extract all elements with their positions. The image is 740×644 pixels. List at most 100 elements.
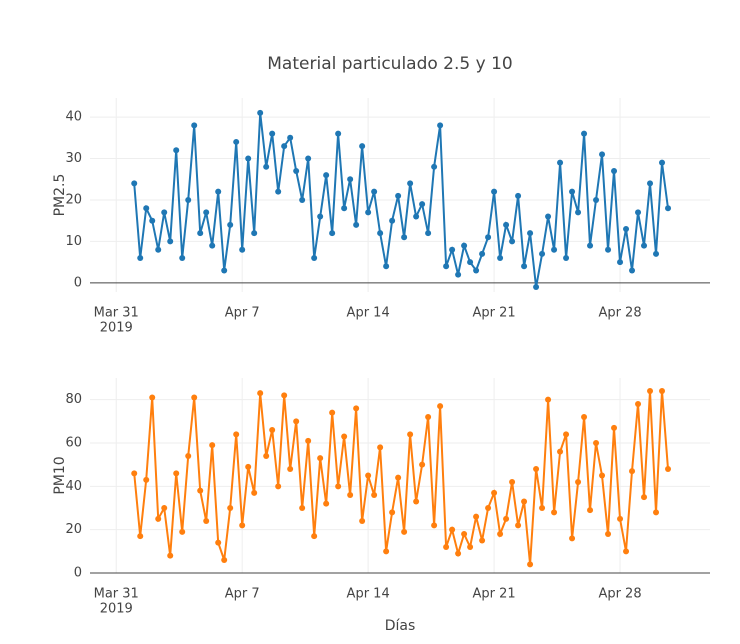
point: [323, 172, 330, 179]
point: [245, 463, 252, 470]
point: [665, 205, 672, 212]
point: [647, 180, 654, 187]
point: [323, 500, 330, 507]
point: [659, 159, 666, 166]
point: [581, 130, 588, 137]
point: [209, 442, 216, 449]
point: [587, 507, 594, 514]
y-tick-label: 20: [65, 192, 82, 207]
point: [215, 539, 222, 546]
point: [293, 418, 300, 425]
point: [281, 143, 288, 150]
point: [605, 531, 612, 537]
point: [215, 188, 222, 195]
point: [281, 392, 288, 399]
point: [167, 552, 174, 559]
point: [617, 515, 624, 522]
point: [143, 205, 150, 212]
point: [371, 188, 378, 195]
point: [437, 403, 444, 410]
point: [305, 437, 312, 444]
point: [611, 424, 618, 431]
point: [251, 489, 258, 496]
point: [545, 213, 552, 220]
point: [395, 474, 402, 481]
point: [443, 544, 450, 550]
point: [473, 267, 480, 274]
point: [509, 238, 516, 245]
point: [317, 213, 324, 220]
chart-title: Material particulado 2.5 y 10: [267, 54, 512, 74]
point: [497, 531, 504, 537]
point: [269, 130, 276, 137]
point: [185, 453, 192, 459]
point: [389, 217, 396, 224]
point: [509, 479, 516, 485]
y-tick-label: 20: [65, 522, 82, 537]
point: [335, 483, 342, 490]
point: [365, 472, 372, 479]
point: [425, 230, 432, 237]
point: [251, 230, 258, 237]
point: [179, 255, 186, 262]
point: [407, 180, 414, 187]
point: [461, 531, 468, 537]
point: [485, 505, 492, 511]
point: [209, 242, 216, 249]
point: [437, 122, 444, 129]
point: [629, 267, 636, 274]
point: [311, 533, 318, 540]
point: [383, 263, 390, 270]
point: [533, 466, 540, 472]
point: [311, 255, 318, 262]
point: [167, 238, 174, 245]
point: [155, 246, 162, 253]
series-line: [133, 112, 669, 288]
point: [353, 405, 360, 412]
point: [341, 205, 348, 212]
point: [497, 255, 504, 262]
point: [233, 431, 240, 438]
point: [551, 246, 558, 253]
point: [635, 401, 642, 407]
point: [287, 466, 294, 472]
point: [653, 509, 660, 516]
point: [155, 515, 162, 522]
point: [479, 250, 486, 257]
point: [539, 250, 546, 257]
point: [617, 259, 624, 266]
point: [425, 414, 432, 420]
point: [521, 263, 528, 270]
y-tick-label: 40: [65, 479, 82, 494]
x-tick-label: Apr 14: [347, 587, 390, 602]
x-tick-label: Mar 31: [94, 587, 139, 602]
point: [413, 213, 420, 220]
point: [653, 250, 660, 257]
point: [359, 143, 366, 150]
point: [173, 470, 180, 477]
point: [461, 242, 468, 249]
x-tick-label: Apr 21: [473, 587, 516, 602]
point: [287, 134, 294, 141]
point: [503, 221, 510, 228]
y-tick-label: 60: [65, 436, 82, 451]
point: [419, 461, 426, 468]
point: [401, 234, 408, 241]
point: [533, 284, 540, 291]
x-tick-label: Apr 28: [598, 306, 641, 321]
point: [431, 163, 438, 170]
point: [605, 246, 612, 253]
point: [191, 122, 198, 129]
point: [551, 509, 558, 516]
point: [491, 489, 498, 496]
point: [239, 522, 246, 529]
point: [593, 440, 600, 446]
point: [413, 498, 420, 505]
point: [419, 201, 426, 208]
point: [449, 526, 456, 533]
point: [263, 163, 270, 170]
point: [557, 159, 564, 166]
point: [407, 431, 414, 438]
point: [257, 390, 264, 397]
y-tick-label: 40: [65, 110, 82, 125]
